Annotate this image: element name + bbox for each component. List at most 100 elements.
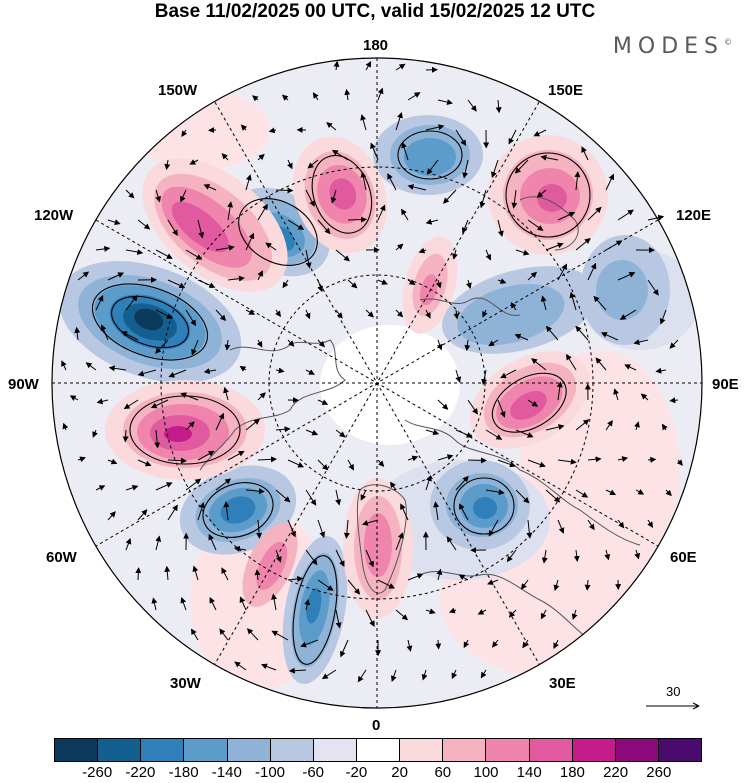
wind-arrow [155,309,173,319]
wind-arrow [425,429,440,436]
wind-arrow [227,450,245,461]
wind-arrow [647,456,657,463]
wind-arrow [497,278,507,284]
wind-arrow [305,549,318,566]
wind-arrow [452,249,458,260]
wind-arrow [125,249,144,255]
wind-arrow [275,549,282,563]
wind-arrow [377,579,395,589]
wind-arrow [305,189,315,207]
wind-arrow [305,369,315,375]
wind-arrow [365,609,375,627]
wind-arrow [155,249,173,259]
wind-arrow [515,489,530,504]
wind-arrow [634,549,641,560]
wind-arrow [418,247,427,254]
wind-arrow [300,639,319,648]
wind-arrow [515,249,530,256]
reference-vector-label: 30 [666,684,681,699]
wind-arrow [261,663,277,671]
wind-arrow [335,309,343,319]
wind-arrow [208,533,217,551]
wind-arrow [185,309,197,327]
wind-arrow [395,532,404,551]
wind-arrow [190,628,199,641]
wind-arrow [125,484,139,491]
lon-label-150w: 150W [158,82,198,99]
wind-arrow [574,171,581,191]
wind-arrow [167,504,178,521]
wind-arrow [92,429,98,438]
wind-arrow [459,503,469,521]
colorbar-tick-label: 260 [646,764,672,781]
wind-arrow [640,393,649,401]
wind-arrow [271,630,289,641]
wind-arrow [557,519,565,534]
wind-arrow [189,159,199,165]
wind-arrow [395,243,404,251]
wind-arrow [95,485,106,491]
wind-arrow [347,459,354,471]
wind-arrow [387,173,397,191]
wind-vectors [61,60,683,683]
wind-arrow [239,596,247,611]
wind-arrow [233,545,247,552]
wind-arrow [485,249,492,261]
colorbar-tick-label: -220 [125,764,156,781]
wind-arrow [215,412,225,431]
wind-arrow [221,567,229,581]
colorbar-segment [183,739,227,761]
wind-arrow [377,204,386,221]
colorbar-tick-label: -140 [211,764,242,781]
wind-arrow [312,92,319,101]
wind-arrow [155,535,162,551]
wind-arrow [481,369,488,386]
wind-arrow [545,325,559,341]
wind-arrow [185,478,202,491]
colorbar-segment [528,739,572,761]
wind-arrow [557,263,567,281]
colorbar-segment [571,739,615,761]
colorbar-tick-label: 140 [516,764,542,781]
wind-arrow [287,219,305,230]
wind-arrow [305,489,317,506]
wind-arrow [164,159,171,171]
wind-arrow [446,536,457,551]
wind-arrow [360,114,367,131]
wind-arrow [360,489,367,501]
wind-arrow [557,211,576,221]
wind-arrow [557,458,577,465]
wind-arrow [215,309,227,322]
wind-arrow [584,579,591,591]
colorbar-tick-label: -20 [345,764,368,781]
wind-arrow [180,189,187,203]
wind-arrow [154,429,161,449]
wind-arrow [526,519,533,539]
wind-arrow [463,639,470,649]
wind-arrow [395,111,403,131]
wind-arrow [252,95,259,102]
wind-arrow [531,358,547,371]
wind-arrow [533,129,547,137]
wind-arrow [69,395,79,401]
wind-arrow [197,219,205,239]
wind-arrow [395,609,409,621]
wind-arrow [390,669,397,682]
wind-arrow [215,478,232,491]
wind-arrow [617,209,634,221]
wind-arrow [455,429,473,438]
wind-arrow [317,339,325,348]
wind-arrow [245,418,260,431]
reference-vector: 30 [644,684,704,714]
wind-arrow [458,574,469,581]
wind-arrow [245,232,255,251]
wind-arrow [85,362,97,371]
wind-arrow [168,369,187,378]
wind-arrow [370,142,379,161]
wind-arrow [192,565,199,581]
reference-arrow-icon [646,702,700,710]
wind-arrow [604,549,611,561]
wind-arrow [421,669,428,681]
colorbar-tick-label: 100 [473,764,499,781]
wind-arrow [461,219,469,234]
